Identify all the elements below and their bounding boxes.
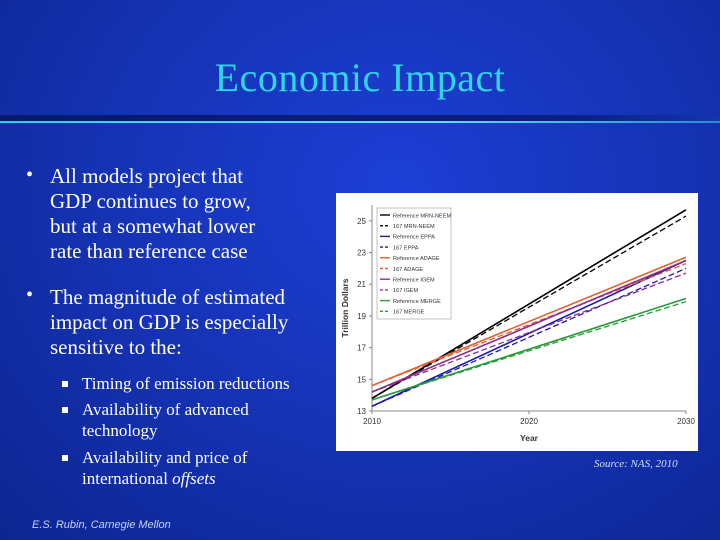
series-line [371, 301, 687, 401]
legend-label: Reference EPPA [393, 235, 435, 241]
subbullet-2-text: Availability of advanced technology [82, 399, 249, 441]
x-tick-label: 2020 [520, 417, 538, 426]
series-line [371, 215, 687, 399]
series-line [371, 256, 687, 387]
bullet-1-line: rate than reference case [50, 239, 248, 263]
legend-label: Reference IGEM [393, 278, 435, 284]
y-tick-label: 21 [357, 280, 366, 289]
footer-credit: E.S. Rubin, Carnegie Mellon [32, 519, 171, 531]
legend-label: 167 MRN-NEEM [393, 224, 435, 230]
subbullet-1-text: Timing of emission reductions [82, 374, 290, 393]
x-tick-label: 2010 [363, 417, 381, 426]
bullet-2: The magnitude of estimated impact on GDP… [50, 285, 288, 360]
bullet-2-line: The magnitude of estimated [50, 285, 286, 309]
legend-label: Reference MERGE [393, 299, 441, 305]
slide-title: Economic Impact [214, 55, 506, 100]
bullet-icon: • [26, 284, 34, 306]
bullet-1-line: GDP continues to grow, [50, 189, 251, 213]
series-line [371, 259, 687, 393]
bullet-icon: • [26, 164, 34, 186]
series-line [371, 209, 687, 400]
bullet-1: All models project that GDP continues to… [50, 164, 255, 264]
series-line [371, 259, 687, 407]
series-line [371, 272, 687, 393]
square-bullet-icon [62, 381, 68, 387]
y-tick-label: 15 [357, 375, 366, 384]
bullet-1-line: All models project that [50, 164, 244, 188]
x-tick-label: 2030 [677, 417, 695, 426]
legend-label: 167 EPPA [393, 245, 419, 251]
x-axis-title: Year [520, 433, 539, 443]
gdp-line-chart: 13 15 17 19 21 23 25 2010 2020 2030 Year Trillion D… [336, 193, 698, 451]
y-tick-label: 13 [357, 407, 366, 416]
y-tick-label: 23 [357, 249, 366, 258]
bullet-2-line: sensitive to the: [50, 335, 182, 359]
square-bullet-icon [62, 455, 68, 461]
y-tick-label: 17 [357, 344, 366, 353]
y-tick-label: 25 [357, 217, 366, 226]
bullet-2-line: impact on GDP is especially [50, 310, 289, 334]
legend-label: 167 MERGE [393, 310, 425, 316]
legend-label: Reference ADAGE [393, 256, 440, 262]
subbullet-3-line: international offsets [82, 469, 216, 488]
source-note: Source: NAS, 2010 [594, 458, 678, 470]
y-tick-label: 19 [357, 312, 366, 321]
italic-offsets: offsets [172, 469, 216, 488]
subbullet-3-text: Availability and price of international … [82, 447, 247, 489]
square-bullet-icon [62, 407, 68, 413]
subbullet-2-line: Availability of advanced [82, 400, 249, 419]
legend-label: 167 IGEM [393, 288, 419, 294]
chart-svg: 13 15 17 19 21 23 25 2010 2020 2030 Year Trillion D… [340, 205, 695, 443]
subbullet-3-line: Availability and price of [82, 448, 248, 467]
bullet-1-line: but at a somewhat lower [50, 214, 256, 238]
legend-label: Reference MRN-NEEM [393, 213, 451, 219]
legend-label: 167 ADAGE [393, 267, 423, 273]
subbullet-2-line: technology [82, 421, 158, 440]
title-divider [0, 115, 720, 121]
y-axis-title: Trillion Dollars [340, 278, 350, 337]
series-line [371, 263, 687, 387]
title-divider-accent [0, 121, 720, 123]
